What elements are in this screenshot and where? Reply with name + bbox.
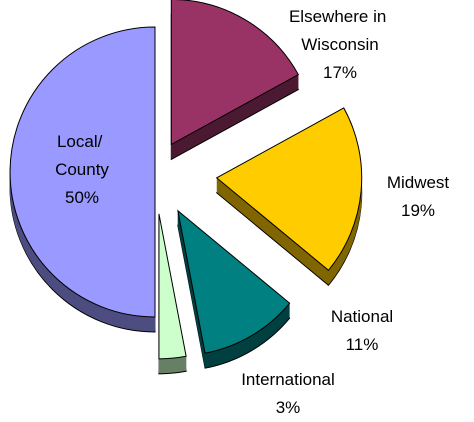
slice-label: Local/ County bbox=[55, 132, 109, 179]
slice-label: National bbox=[331, 307, 393, 326]
slice bbox=[9, 26, 156, 318]
value-label: 3% bbox=[276, 398, 301, 417]
slice bbox=[158, 213, 187, 360]
slice bbox=[170, 0, 300, 146]
slice-label: International bbox=[241, 370, 335, 389]
slice-label: Elsewhere in Wisconsin bbox=[289, 7, 391, 54]
value-label: 17% bbox=[323, 63, 357, 82]
slice-label: Midwest bbox=[387, 173, 450, 192]
value-label: 50% bbox=[65, 188, 99, 207]
value-label: 11% bbox=[346, 335, 379, 354]
value-label: 19% bbox=[401, 201, 435, 220]
slice bbox=[177, 209, 291, 354]
slice bbox=[215, 107, 363, 271]
